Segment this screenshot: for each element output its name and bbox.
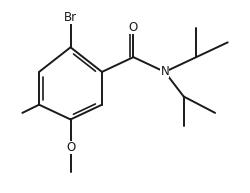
Text: Br: Br	[64, 11, 77, 24]
Text: O: O	[129, 21, 138, 34]
Text: N: N	[160, 65, 169, 78]
Text: O: O	[66, 141, 75, 154]
